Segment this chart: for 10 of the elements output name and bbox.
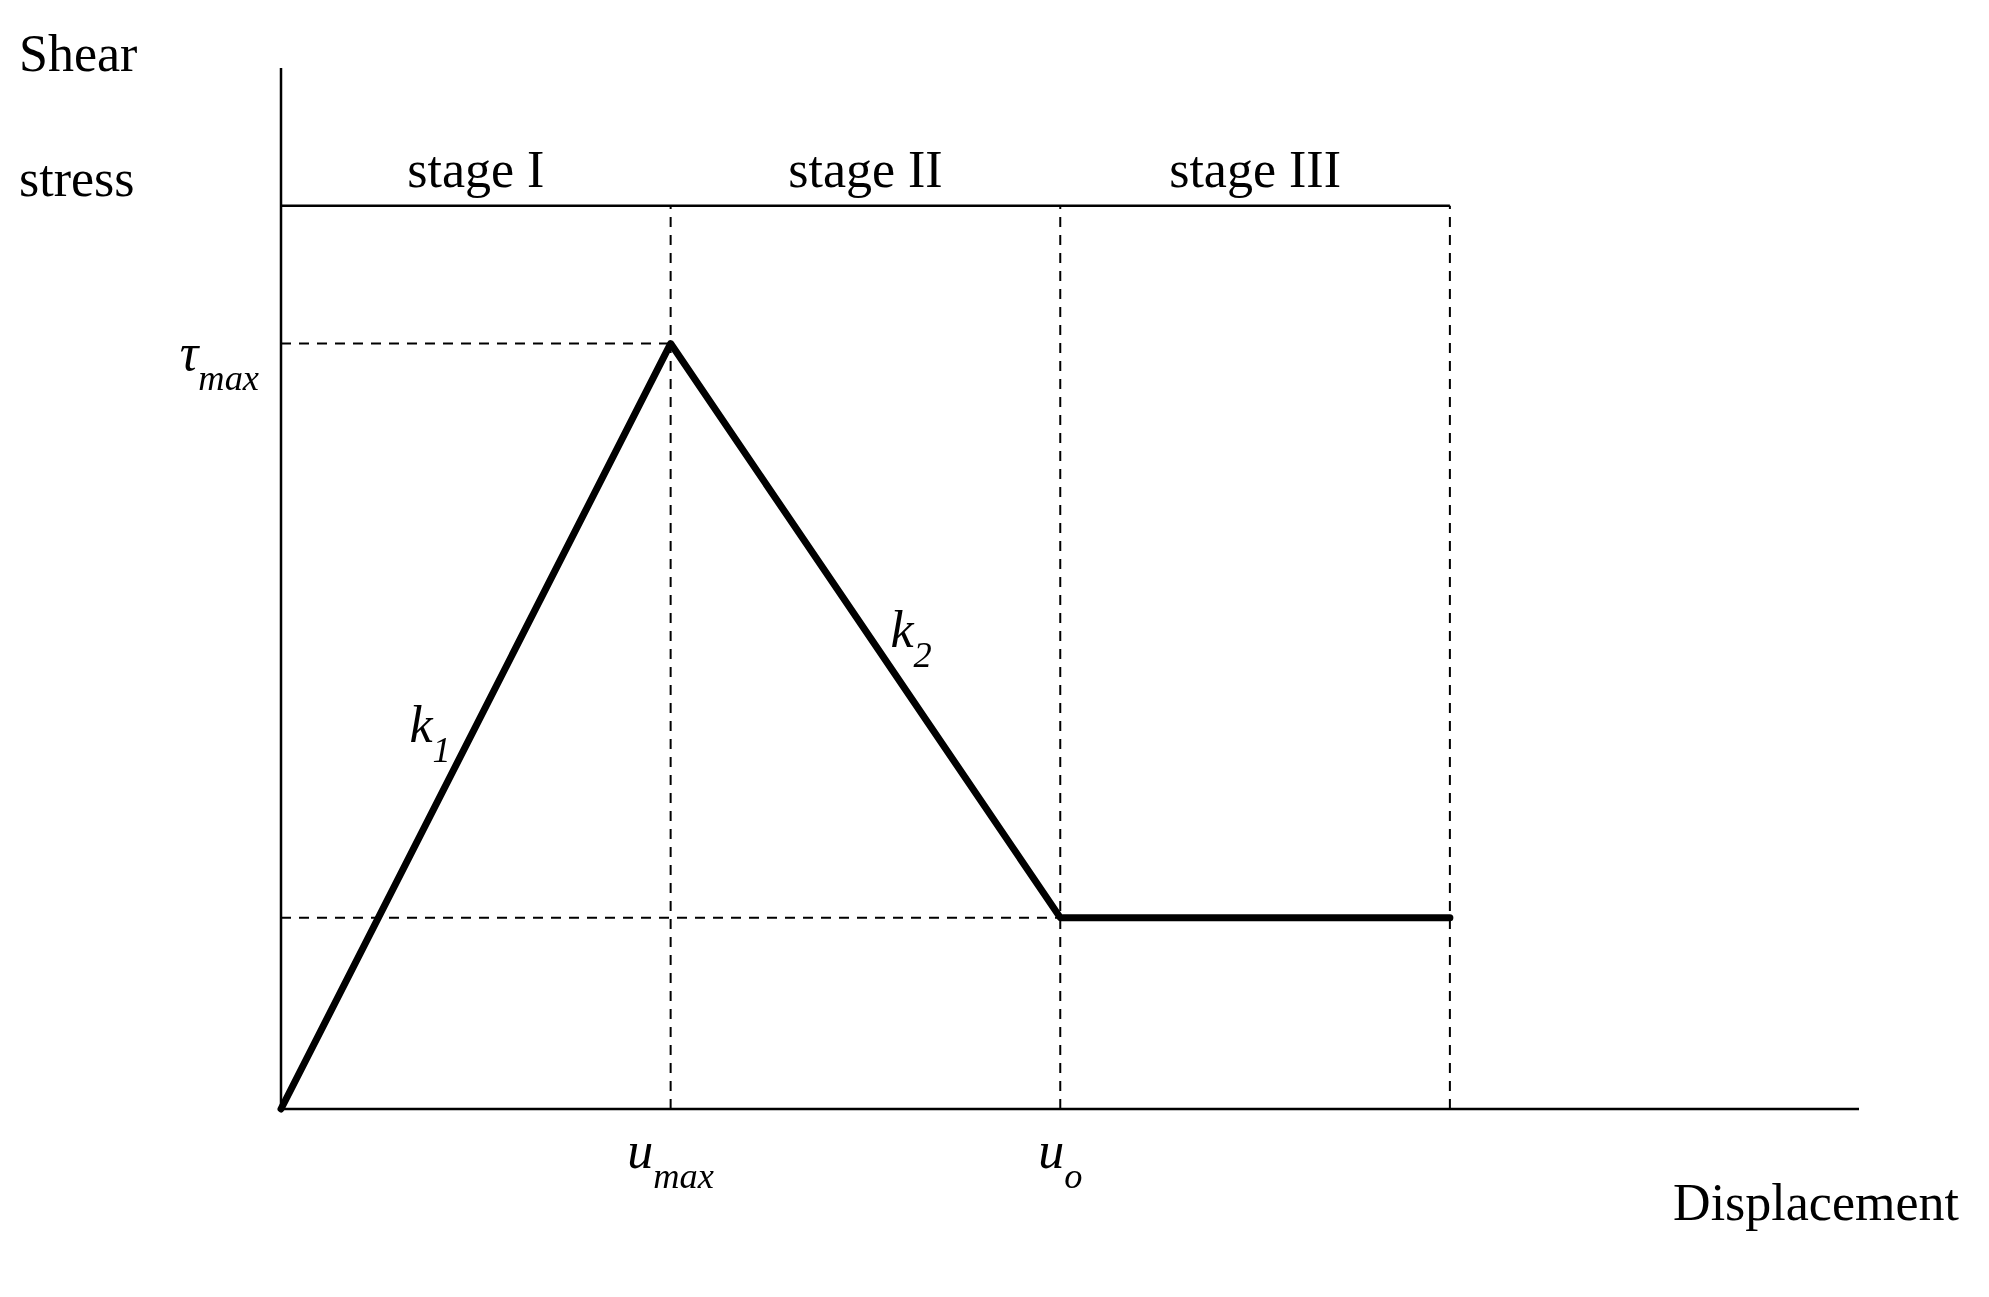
text: stage I — [407, 140, 545, 198]
text: stage III — [1169, 140, 1341, 198]
x-tick-label: u$_{max}$ — [627, 1122, 714, 1196]
text: Shear stress — [19, 25, 138, 207]
annotation: k$_{2}$ — [890, 600, 932, 675]
x-axis-title: Displacement — [1673, 1174, 1960, 1231]
x-tick-label: u$_{o}$ — [1038, 1122, 1083, 1196]
annotation: k$_{1}$ — [409, 696, 451, 771]
ref-line-label: τ$_{max}$ — [179, 323, 259, 398]
text: stage II — [788, 140, 943, 198]
